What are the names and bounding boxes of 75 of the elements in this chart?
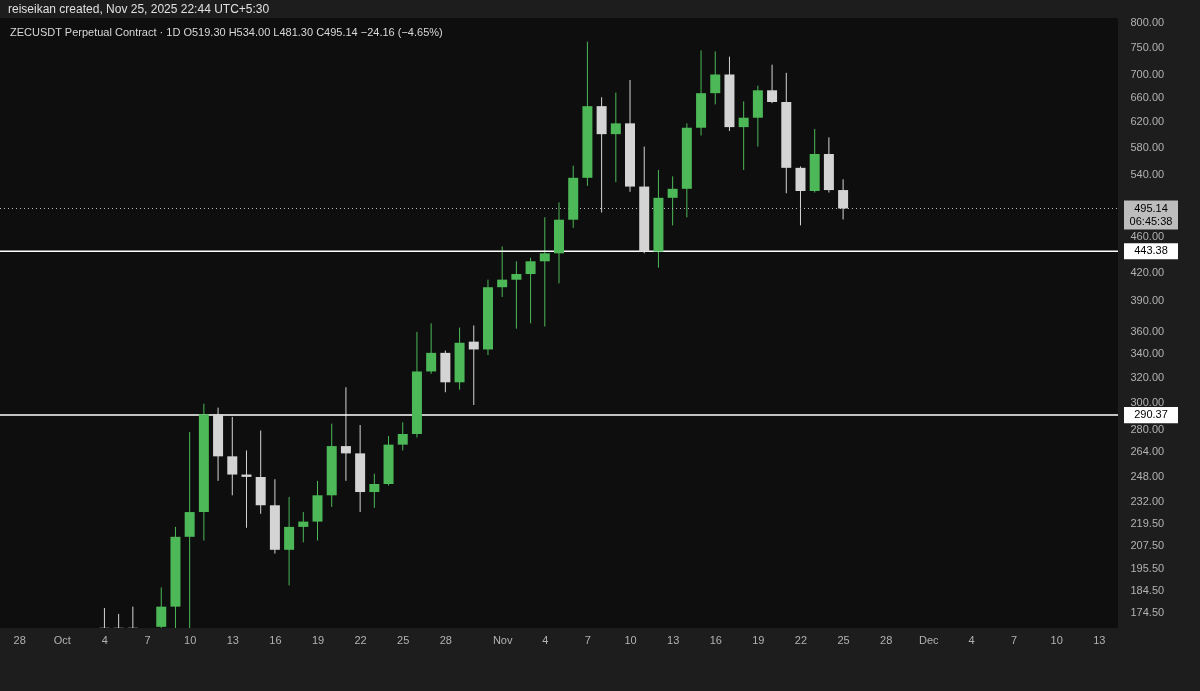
x-tick-label: 25 [397, 633, 410, 646]
x-tick-label: 25 [837, 633, 850, 646]
candlestick [397, 421, 408, 451]
x-tick-label: 7 [584, 633, 591, 646]
candlestick [426, 322, 437, 375]
x-tick-label: 16 [709, 633, 722, 646]
y-tick-label: 800.00 [1130, 16, 1165, 29]
y-tick-label: 264.00 [1130, 445, 1165, 458]
y-tick-label: 700.00 [1130, 67, 1165, 80]
candlestick [795, 165, 806, 226]
y-tick-label: 174.50 [1130, 605, 1165, 618]
x-tick-label: 10 [184, 633, 197, 646]
candlestick [369, 473, 380, 509]
candlestick [511, 260, 522, 330]
y-tick-label: 420.00 [1130, 265, 1165, 278]
candlestick [667, 175, 678, 226]
y-tick-label: 460.00 [1130, 230, 1165, 243]
candlestick [284, 496, 295, 586]
ref-line-label: 290.37 [1134, 408, 1168, 421]
x-tick-label: 4 [968, 633, 975, 646]
x-tick-label: 10 [1050, 633, 1063, 646]
text: ZECUSDT Perpetual Contract · 1D O519.30 H534.00 L481.30 C495.14 −24.16 (−4.65%) [10, 26, 443, 38]
x-tick-label: 13 [226, 633, 239, 646]
y-tick-label: 340.00 [1130, 347, 1165, 360]
y-tick-label: 248.00 [1130, 469, 1165, 482]
x-tick-label: 28 [880, 633, 893, 646]
candlestick [710, 50, 721, 105]
x-tick-label: 16 [269, 633, 282, 646]
x-tick-label: 22 [354, 633, 367, 646]
candlestick [539, 216, 550, 328]
y-tick-label: 300.00 [1130, 395, 1165, 408]
x-tick-label: 4 [101, 633, 108, 646]
candlestick [738, 100, 749, 171]
candlestick [468, 324, 479, 406]
candlestick [340, 386, 351, 482]
y-tick-label: 207.50 [1130, 538, 1165, 551]
y-tick-label: 750.00 [1130, 41, 1165, 54]
candlestick [298, 511, 309, 543]
x-tick-label: 7 [1011, 633, 1018, 646]
x-tick-label: Oct [53, 633, 71, 646]
x-tick-label: 22 [794, 633, 808, 646]
x-tick-label: 13 [1093, 633, 1106, 646]
y-tick-label: 320.00 [1130, 370, 1165, 383]
candlestick [184, 431, 195, 629]
x-tick-label: Dec [919, 633, 940, 646]
x-tick-label: 7 [144, 633, 151, 646]
y-tick-label: 620.00 [1130, 114, 1165, 127]
y-tick-label: 219.50 [1130, 516, 1165, 529]
x-tick-label: 19 [752, 633, 765, 646]
y-tick-label: 360.00 [1130, 325, 1165, 338]
y-tick-label: 580.00 [1130, 140, 1165, 153]
ref-line-label: 443.38 [1134, 244, 1168, 257]
y-tick-label: 232.00 [1130, 495, 1165, 508]
y-tick-label: 660.00 [1130, 90, 1165, 103]
candlestick [767, 64, 778, 104]
x-tick-label: 10 [624, 633, 637, 646]
x-tick-label: 13 [667, 633, 680, 646]
x-tick-label: 19 [311, 633, 325, 646]
y-tick-label: 184.50 [1130, 584, 1165, 597]
y-tick-label: 540.00 [1130, 168, 1165, 181]
x-tick-label: Nov [492, 633, 513, 646]
y-tick-label: 280.00 [1130, 422, 1165, 435]
candlestick [838, 178, 849, 220]
y-tick-label: 390.00 [1130, 294, 1165, 307]
x-tick-label: 28 [13, 633, 26, 646]
x-tick-label: 4 [542, 633, 549, 646]
chart-subtitle: reiseikan created, Nov 25, 2025 22:44 UTC+5:30 [8, 2, 270, 16]
candlestick [497, 245, 508, 298]
candlestick [227, 416, 238, 496]
x-tick-label: 28 [439, 633, 452, 646]
candlestick [156, 586, 167, 629]
y-tick-label: 195.50 [1130, 561, 1165, 574]
ref-line-label: 495.14 06:45:38 [1129, 201, 1173, 227]
candlestick [610, 92, 621, 183]
candlestick [525, 257, 536, 324]
